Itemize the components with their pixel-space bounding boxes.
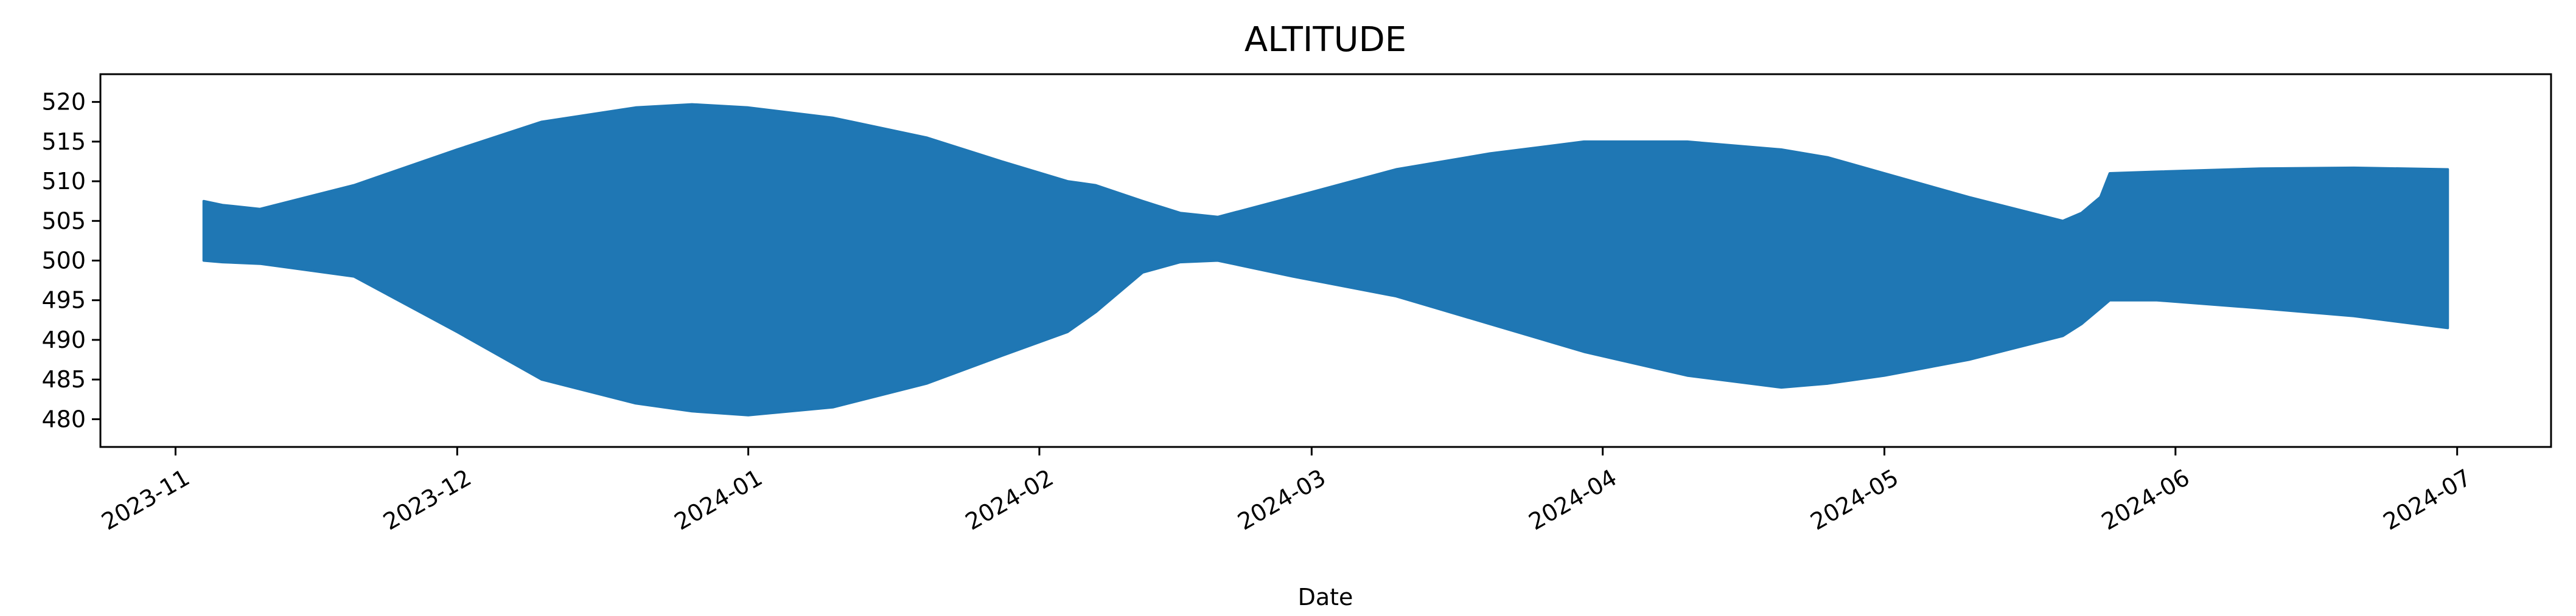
chart-title: ALTITUDE: [1244, 20, 1406, 60]
x-tick-label: 2024-03: [1233, 464, 1330, 535]
x-tick-label: 2024-06: [2097, 464, 2194, 535]
y-tick-label: 510: [41, 168, 86, 195]
y-tick-label: 500: [41, 247, 86, 274]
x-tick-label: 2023-12: [379, 464, 476, 535]
y-tick-label: 505: [41, 207, 86, 234]
x-axis-label: Date: [1298, 584, 1353, 611]
x-tick-label: 2023-11: [97, 464, 194, 535]
y-tick-label: 485: [41, 366, 86, 393]
y-tick-label: 480: [41, 406, 86, 432]
y-tick-label: 520: [41, 89, 86, 116]
altitude-series-band: [202, 103, 2449, 417]
y-tick-label: 515: [41, 128, 86, 155]
x-tick-label: 2024-05: [1806, 464, 1904, 535]
x-tick-label: 2024-07: [2379, 464, 2476, 535]
x-tick-label: 2024-01: [670, 464, 767, 535]
y-tick-label: 495: [41, 287, 86, 314]
x-tick-label: 2024-02: [961, 464, 1058, 535]
y-tick-label: 490: [41, 327, 86, 353]
x-tick-label: 2024-04: [1524, 464, 1622, 535]
